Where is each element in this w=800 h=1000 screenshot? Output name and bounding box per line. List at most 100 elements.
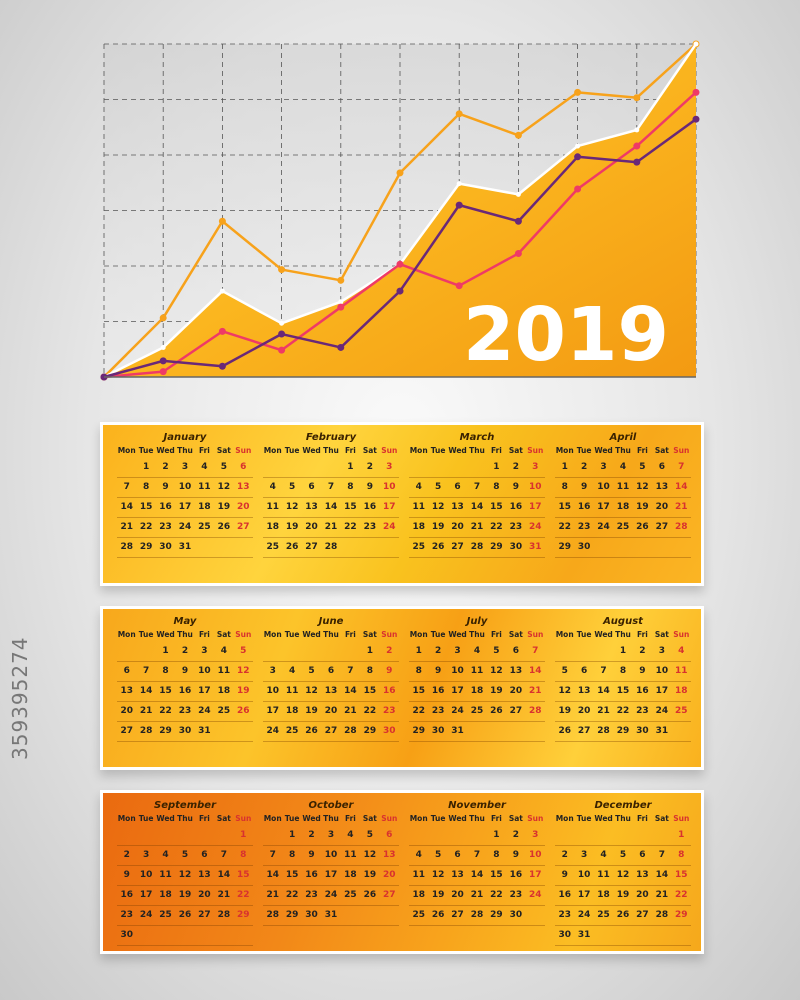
day-cell: 6 xyxy=(658,462,665,472)
day-cell: 15 xyxy=(490,502,503,512)
day-cell: 8 xyxy=(493,850,500,860)
day-cell: 22 xyxy=(285,890,299,900)
weekday-label: Thu xyxy=(615,630,631,639)
day-cell: 22 xyxy=(139,522,153,532)
weekday-label: Wed xyxy=(594,446,613,455)
week-row: 1 2 3 4 5 6 7 xyxy=(409,642,545,662)
day-cell: 14 xyxy=(344,686,357,696)
day-cell: 5 xyxy=(639,462,646,472)
day-cell xyxy=(263,642,282,661)
week-row: 24 25 26 27 28 29 30 xyxy=(263,722,399,742)
day-cell: 8 xyxy=(561,482,568,492)
day-cell: 2 xyxy=(308,830,315,840)
weekday-label: Tue xyxy=(430,446,446,455)
day-cell: 24 xyxy=(139,910,153,920)
weekday-label: Wed xyxy=(448,814,467,823)
day-cell: 13 xyxy=(451,870,464,880)
series-4-point xyxy=(692,115,700,123)
day-cell: 10 xyxy=(655,666,669,676)
day-cell xyxy=(526,722,545,741)
day-cell: 16 xyxy=(558,890,571,900)
day-cell xyxy=(487,722,506,741)
day-cell: 23 xyxy=(636,706,649,716)
series-3-point xyxy=(455,282,463,290)
day-cell xyxy=(555,642,574,661)
day-cell: 13 xyxy=(324,686,338,696)
day-cell: 6 xyxy=(639,850,646,860)
day-cell xyxy=(672,926,691,945)
calendar-panel-q3: September Mon Tue Wed Thu Fri Sat Sun 1 2 3 4 5 6 7 8 9 1… xyxy=(100,790,704,954)
day-cell: 11 xyxy=(159,870,172,880)
day-cell: 16 xyxy=(159,502,172,512)
day-cell xyxy=(594,926,613,945)
day-cell: 23 xyxy=(363,522,377,532)
weekday-label: Sun xyxy=(381,630,398,639)
day-cell: 1 xyxy=(347,462,354,472)
day-cell: 5 xyxy=(435,482,442,492)
day-cell: 26 xyxy=(431,542,445,552)
day-cell: 31 xyxy=(529,542,542,552)
day-cell: 27 xyxy=(577,726,591,736)
weekday-label: Sun xyxy=(673,630,690,639)
day-cell: 12 xyxy=(431,870,445,880)
week-row: 28 29 30 31 xyxy=(263,906,399,926)
day-cell: 14 xyxy=(529,666,542,676)
series-3-point xyxy=(218,327,226,335)
weekday-label: Mon xyxy=(409,630,428,639)
day-cell: 16 xyxy=(305,870,318,880)
weekday-label: Sun xyxy=(235,446,252,455)
weekday-label: Mon xyxy=(409,814,428,823)
day-cell xyxy=(613,826,632,845)
day-cell: 3 xyxy=(201,646,208,656)
day-cell xyxy=(282,642,301,661)
day-cell: 16 xyxy=(363,502,377,512)
day-cell: 24 xyxy=(266,726,279,736)
day-cell xyxy=(175,926,194,945)
week-row: 4 5 6 7 8 9 10 xyxy=(409,478,545,498)
day-cell: 31 xyxy=(324,910,338,920)
week-row: 5 6 7 8 9 10 11 xyxy=(555,662,691,682)
series-3-point xyxy=(633,142,641,150)
day-cell: 11 xyxy=(470,666,484,676)
day-cell: 17 xyxy=(139,890,153,900)
day-cell xyxy=(214,926,233,945)
day-cell: 2 xyxy=(639,646,646,656)
day-cell: 18 xyxy=(198,502,211,512)
day-cell: 30 xyxy=(305,910,318,920)
day-cell xyxy=(409,826,428,845)
day-cell: 3 xyxy=(658,646,665,656)
day-cell: 24 xyxy=(324,890,338,900)
series-2-point xyxy=(160,344,166,350)
weekday-header: Mon Tue Wed Thu Fri Sat Sun xyxy=(555,812,691,826)
series-1-point xyxy=(218,217,226,225)
weekday-label: Fri xyxy=(490,630,502,639)
day-cell: 1 xyxy=(493,462,500,472)
day-cell: 27 xyxy=(120,726,133,736)
month-october: October Mon Tue Wed Thu Fri Sat Sun 1 2 3 4 5 6 7 8 9 10 1… xyxy=(263,799,399,926)
day-cell: 5 xyxy=(619,850,627,860)
day-cell: 19 xyxy=(237,686,250,696)
day-cell xyxy=(117,458,136,477)
day-cell: 2 xyxy=(366,462,373,472)
day-cell: 22 xyxy=(363,706,377,716)
day-cell: 2 xyxy=(561,850,568,860)
day-cell: 13 xyxy=(120,686,133,696)
day-cell xyxy=(380,906,399,925)
day-cell xyxy=(652,926,671,945)
day-cell: 12 xyxy=(285,502,299,512)
weekday-header: Mon Tue Wed Thu Fri Sat Sun xyxy=(409,628,545,642)
day-cell: 18 xyxy=(412,890,425,900)
day-cell: 4 xyxy=(415,850,422,860)
series-4-point xyxy=(218,362,226,370)
day-cell: 26 xyxy=(558,726,571,736)
weekday-header: Mon Tue Wed Thu Fri Sat Sun xyxy=(409,812,545,826)
day-cell xyxy=(195,538,214,557)
weekday-label: Thu xyxy=(177,446,193,455)
series-1-point xyxy=(159,314,167,322)
day-cell: 3 xyxy=(327,830,335,840)
day-cell: 28 xyxy=(120,542,133,552)
day-cell: 25 xyxy=(616,522,630,532)
week-row: 25 26 27 28 xyxy=(263,538,399,558)
day-cell: 25 xyxy=(597,910,610,920)
week-row: 14 15 16 17 18 19 20 xyxy=(117,498,253,518)
